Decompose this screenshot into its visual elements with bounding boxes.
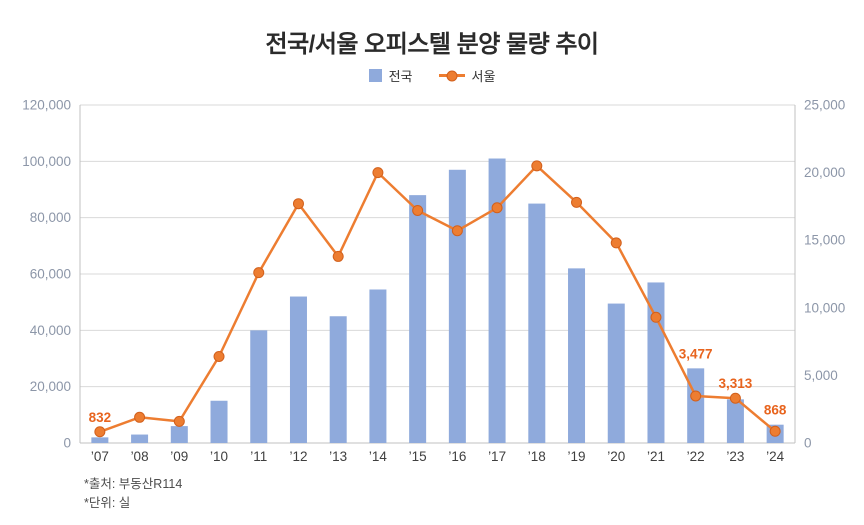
legend-label-national: 전국 (388, 69, 413, 84)
line-marker (491, 202, 503, 214)
bar (488, 158, 506, 443)
line-marker (690, 390, 702, 402)
x-axis-label: ’22 (687, 449, 705, 464)
bar (448, 169, 466, 444)
legend-label-seoul: 서울 (471, 69, 496, 84)
x-axis-label: ’13 (329, 449, 347, 464)
left-axis-tick-label: 40,000 (30, 323, 71, 338)
x-axis-label: ’19 (568, 449, 586, 464)
right-axis-tick-label: 25,000 (804, 98, 845, 113)
data-label: 832 (89, 410, 112, 425)
line-marker (332, 250, 344, 262)
x-axis-label: ’10 (210, 449, 228, 464)
bar (170, 426, 188, 443)
left-axis-tick-label: 20,000 (30, 379, 71, 394)
bar (329, 316, 347, 443)
line-marker (650, 311, 662, 323)
right-axis-tick-label: 20,000 (804, 165, 845, 180)
bar (647, 282, 665, 443)
x-axis-label: ’20 (607, 449, 625, 464)
line-marker (372, 167, 384, 179)
bar (726, 399, 744, 443)
bar (369, 289, 387, 443)
legend-item-seoul: 서울 (438, 66, 496, 85)
x-axis-label: ’07 (91, 449, 109, 464)
bar (528, 203, 546, 443)
line-marker (729, 392, 741, 404)
bar (91, 437, 109, 443)
data-label: 3,477 (679, 346, 713, 361)
x-axis-label: ’18 (528, 449, 546, 464)
line-marker (173, 415, 185, 427)
bar-swatch-icon (368, 69, 382, 82)
line-marker (451, 225, 463, 237)
line-marker (253, 267, 265, 279)
x-axis-label: ’09 (170, 449, 188, 464)
line-marker (94, 426, 106, 438)
x-axis-label: ’11 (250, 449, 267, 464)
right-axis-tick-label: 15,000 (804, 233, 845, 248)
line-marker-swatch-icon (446, 70, 457, 81)
right-axis-tick-label: 5,000 (804, 368, 838, 383)
line-series (98, 164, 777, 434)
line-marker (134, 411, 146, 423)
left-axis-tick-label: 80,000 (30, 210, 71, 225)
bar (687, 368, 705, 443)
x-axis-label: ’08 (131, 449, 149, 464)
line-swatch-icon (438, 70, 465, 81)
bar (131, 434, 149, 443)
x-axis-label: ’15 (409, 449, 427, 464)
right-axis-tick-label: 10,000 (804, 300, 845, 315)
left-axis-tick-label: 0 (63, 436, 71, 451)
source-note: *출처: 부동산R114 (84, 477, 183, 491)
chart-title: 전국/서울 오피스텔 분양 물량 추이 (265, 31, 599, 58)
unit-note: *단위: 실 (84, 496, 131, 510)
left-axis-tick-label: 120,000 (22, 98, 71, 113)
left-axis-tick-label: 60,000 (30, 267, 71, 282)
x-axis-label: ’21 (647, 449, 665, 464)
data-label: 868 (764, 403, 787, 418)
x-axis-label: ’14 (369, 449, 388, 464)
bar (210, 400, 228, 443)
x-axis-label: ’17 (488, 449, 506, 464)
line-marker (213, 350, 225, 362)
x-axis-label: ’16 (448, 449, 466, 464)
line-marker (292, 198, 304, 210)
line-marker (769, 425, 781, 437)
line-marker (610, 237, 622, 249)
legend: 전국 서울 (0, 66, 864, 85)
right-axis-tick-label: 0 (804, 436, 812, 451)
bar (607, 303, 625, 443)
bar (250, 330, 268, 443)
x-axis-label: ’24 (766, 449, 785, 464)
line-marker (412, 204, 424, 216)
left-axis-tick-label: 100,000 (22, 154, 71, 169)
line-marker (571, 196, 583, 208)
data-label: 3,313 (719, 376, 753, 391)
x-axis-label: ’23 (726, 449, 744, 464)
line-marker (531, 160, 543, 172)
x-axis-label: ’12 (289, 449, 307, 464)
bar (289, 296, 307, 443)
bar (409, 195, 427, 443)
bar (568, 268, 586, 443)
legend-item-national: 전국 (368, 66, 413, 85)
